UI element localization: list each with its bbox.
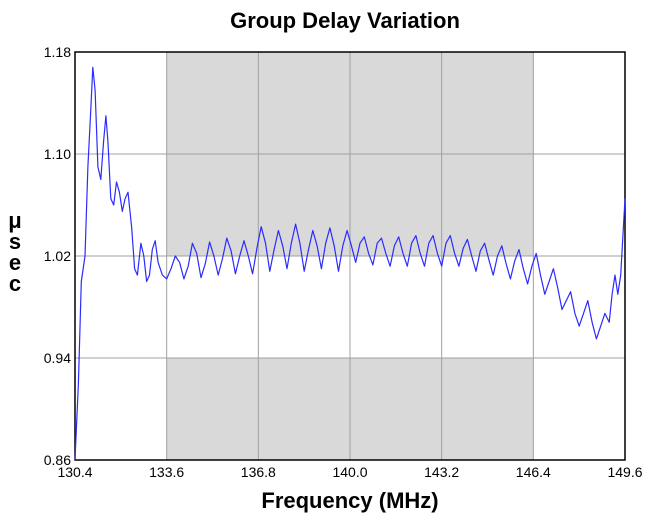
x-tick-label: 143.2 <box>424 464 459 480</box>
x-tick-label: 130.4 <box>57 464 92 480</box>
y-tick-label: 0.94 <box>44 350 71 366</box>
y-tick-label: 1.02 <box>44 248 71 264</box>
x-tick-label: 146.4 <box>516 464 551 480</box>
x-tick-label: 149.6 <box>607 464 642 480</box>
y-axis-label-char: s <box>8 229 22 254</box>
x-tick-label: 136.8 <box>241 464 276 480</box>
x-tick-label: 140.0 <box>332 464 367 480</box>
y-tick-label: 1.18 <box>44 44 71 60</box>
y-axis-label-char: c <box>8 271 22 296</box>
chart-title: Group Delay Variation <box>230 8 460 33</box>
x-axis-label: Frequency (MHz) <box>261 488 439 513</box>
group-delay-line <box>74 66 626 461</box>
x-tick-label: 133.6 <box>149 464 184 480</box>
y-tick-label: 0.86 <box>44 452 71 468</box>
y-tick-label: 1.10 <box>44 146 71 162</box>
y-axis-label-char: μ <box>8 208 22 233</box>
plot-frame <box>74 51 626 461</box>
y-axis-label-char: e <box>8 250 22 275</box>
